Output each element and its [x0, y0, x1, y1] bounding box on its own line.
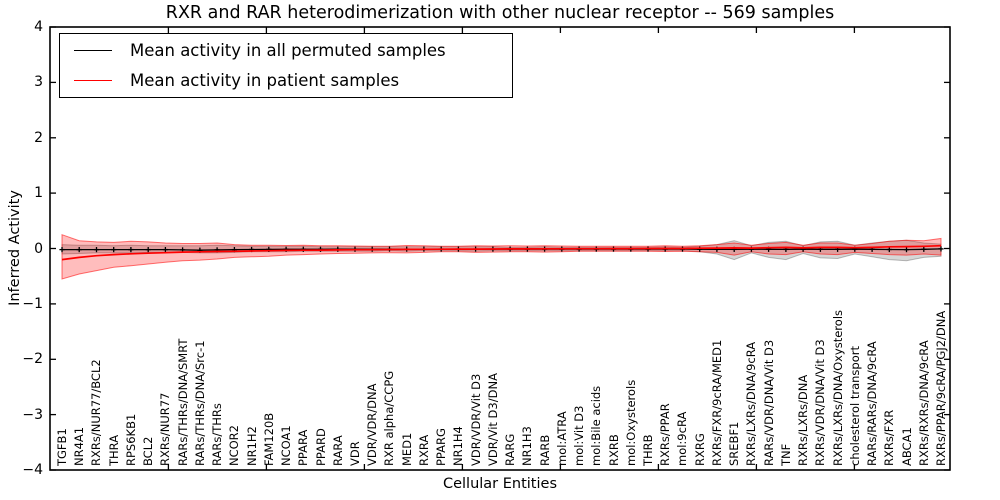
x-tick-label: RXRB — [606, 434, 621, 466]
x-tick-label: SREBF1 — [727, 421, 742, 466]
x-tick-label: mol:9cRA — [675, 411, 690, 466]
x-tick-label: NR1H3 — [520, 426, 535, 466]
x-tick-label: mol:Oxysterols — [623, 379, 638, 466]
patient-band — [61, 233, 942, 280]
x-tick-label: ABCA1 — [899, 427, 914, 466]
x-tick-label: RARs/THRs — [210, 403, 225, 466]
y-tick-label: 2 — [34, 129, 43, 146]
y-tick-label: −4 — [22, 462, 43, 478]
x-tick-label: RPS6KB1 — [123, 413, 138, 466]
x-tick-label: RXRA — [416, 434, 431, 466]
legend: Mean activity in all permuted samples Me… — [59, 33, 513, 98]
x-tick-label: RARs/RARs/DNA/9cRA — [865, 341, 880, 466]
x-tick-label: BCL2 — [141, 436, 156, 466]
x-tick-label: RXRs/FXR — [882, 409, 897, 466]
patient-line-swatch — [74, 79, 112, 81]
x-tick-label: PPARD — [313, 428, 328, 466]
permuted-band — [61, 239, 942, 262]
patient-mean-line — [61, 244, 942, 261]
x-tick-label: RARG — [503, 433, 518, 466]
x-tick-label: NR1H2 — [244, 426, 259, 466]
x-tick-label: RARB — [537, 434, 552, 466]
y-tick-label: −1 — [22, 295, 43, 312]
y-tick-label: −2 — [22, 351, 43, 368]
x-tick-label: TGFB1 — [55, 428, 69, 466]
x-tick-label: VDR — [348, 441, 362, 466]
x-tick-label: RXRs/RXRs/DNA/9cRA — [916, 340, 931, 466]
x-tick-label: RXRs/NUR77/BCL2 — [89, 359, 104, 466]
permuted-line-swatch — [74, 50, 112, 52]
x-tick-label: PPARA — [296, 429, 311, 466]
x-tick-label: RARA — [330, 435, 345, 466]
x-tick-label: NCOA1 — [279, 425, 294, 466]
x-tick-label: RXRs/PPAR — [658, 403, 673, 466]
x-tick-label: RARs/VDR/DNA/Vit D3 — [761, 339, 776, 466]
y-tick-label: 0 — [34, 240, 43, 257]
x-tick-label: RARs/THRs/DNA/Src-1 — [192, 340, 207, 466]
y-tick-label: 1 — [34, 185, 43, 202]
plot-border — [49, 26, 951, 471]
x-tick-label: RXRs/NUR77 — [158, 392, 173, 466]
x-tick-label: MED1 — [399, 432, 414, 466]
legend-label-patient: Mean activity in patient samples — [130, 70, 400, 90]
x-axis-label: Cellular Entities — [442, 476, 558, 492]
x-tick-label: NR1H4 — [451, 426, 466, 466]
x-tick-label: THRB — [641, 434, 655, 466]
legend-item-patient: Mean activity in patient samples — [74, 67, 512, 93]
x-tick-label: VDR/Vit D3/DNA — [485, 373, 500, 466]
x-tick-label: TNF — [778, 443, 793, 466]
x-tick-label: NCOR2 — [227, 425, 242, 466]
x-tick-label: mol:Bile acids — [589, 385, 604, 466]
x-tick-label: RXRs/FXR/9cRA/MED1 — [709, 339, 724, 466]
y-tick-label: 3 — [34, 74, 43, 91]
legend-label-permuted: Mean activity in all permuted samples — [130, 41, 446, 61]
x-tick-label: VDR/VDR/Vit D3 — [468, 373, 483, 466]
x-tick-label: RXRs/LXRs/DNA/9cRA — [744, 341, 759, 466]
x-tick-label: RXRs/VDR/DNA/Vit D3 — [813, 339, 828, 466]
x-tick-label: mol:ATRA — [554, 411, 569, 466]
x-tick-label: PPARG — [434, 428, 449, 466]
x-tick-label: RARs/THRs/DNA/SMRT — [175, 338, 190, 466]
x-tick-label: RXRs/LXRs/DNA/Oxysterols — [830, 309, 845, 466]
x-tick-label: FAM120B — [261, 412, 276, 466]
x-tick-label: cholesterol transport — [847, 346, 862, 466]
x-tick-label: RXRs/LXRs/DNA — [796, 374, 811, 466]
y-tick-label: 4 — [34, 19, 43, 35]
x-tick-label: RXRG — [692, 433, 707, 466]
x-tick-label: VDR/VDR/DNA — [365, 383, 380, 467]
legend-item-permuted: Mean activity in all permuted samples — [74, 38, 512, 64]
y-tick-label: −3 — [22, 406, 43, 423]
x-tick-label: mol:Vit D3 — [572, 405, 587, 466]
x-tick-label: THRA — [106, 434, 121, 466]
chart-title: RXR and RAR heterodimerization with othe… — [165, 3, 835, 23]
x-tick-label: NR4A1 — [72, 426, 87, 466]
x-tick-label: RXR alpha/CCPG — [382, 370, 397, 466]
x-tick-label: RXRs/PPAR/9cRA/PGJ2/DNA — [934, 310, 948, 466]
